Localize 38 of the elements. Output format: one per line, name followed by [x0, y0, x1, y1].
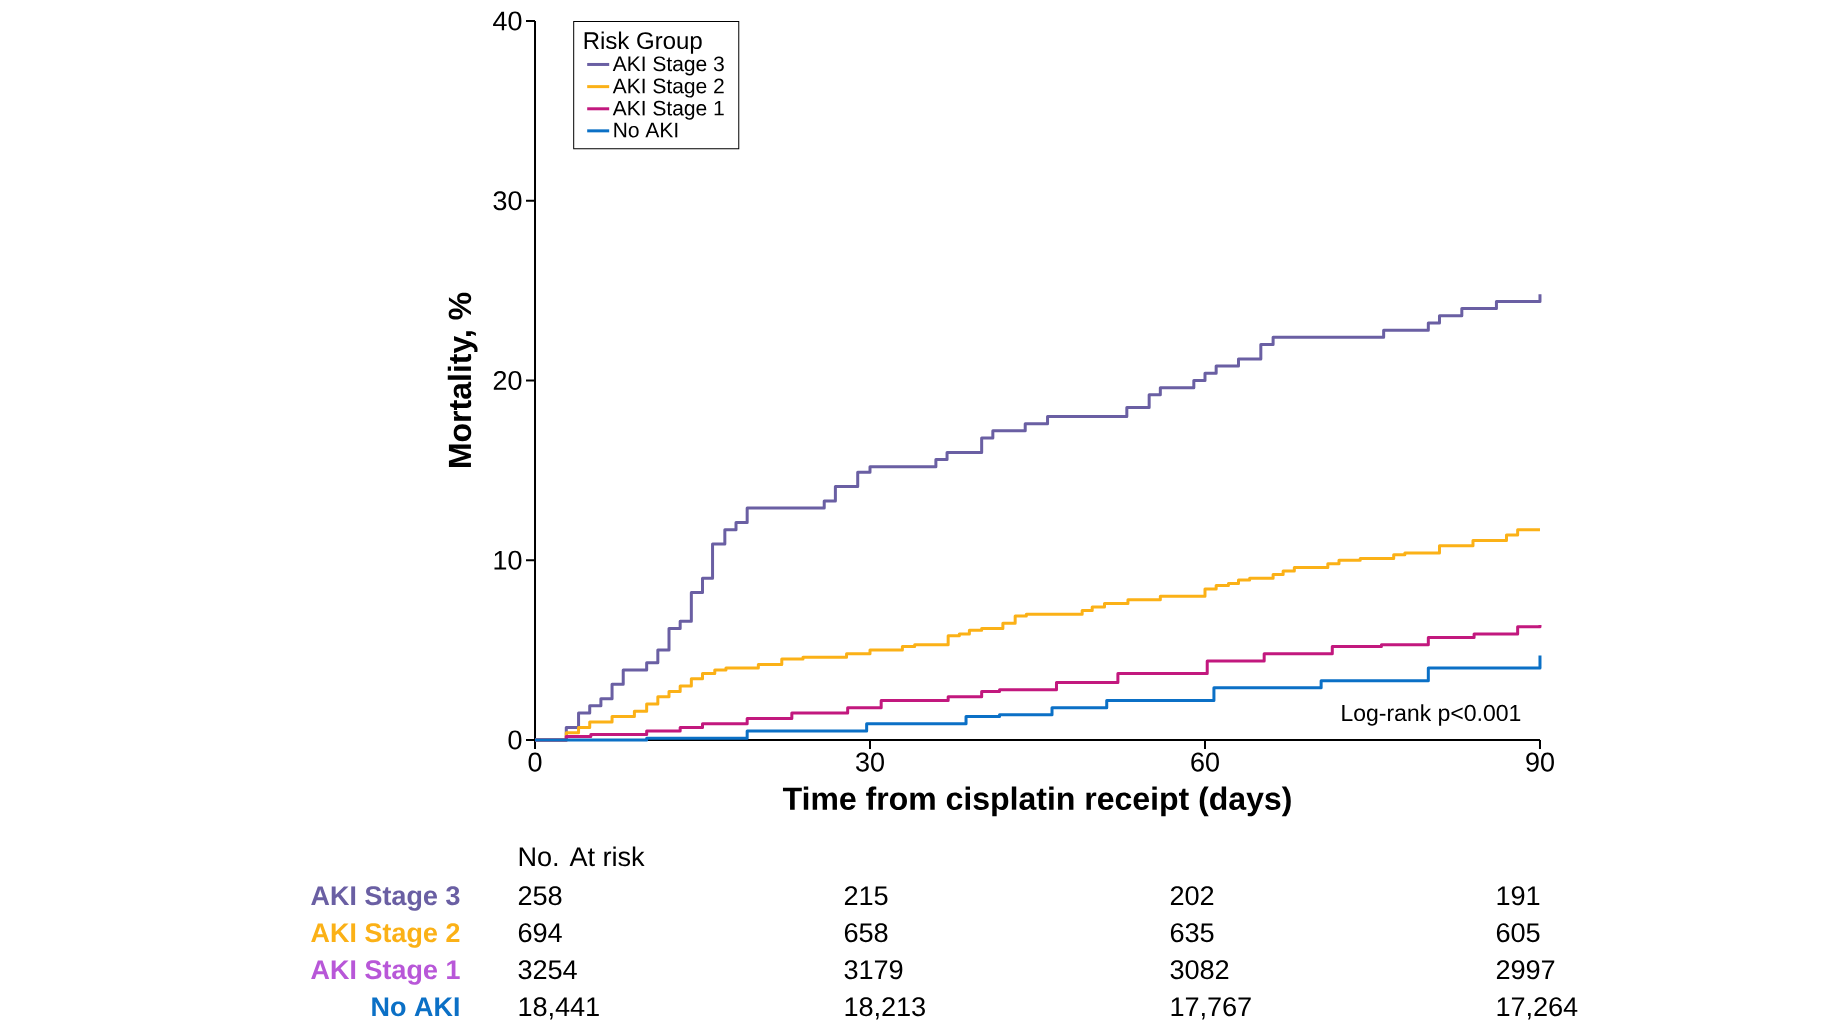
- text: 2997: [1496, 960, 1555, 980]
- text: AKI Stage 2: [311, 923, 460, 948]
- text: No. At risk: [519, 846, 645, 867]
- legend-label: AKI Stage 3: [612, 56, 724, 76]
- legend-label: AKI Stage 1: [612, 100, 724, 120]
- y-axis-title: Mortality, %: [447, 292, 478, 467]
- annotation: Log-rank p<0.001: [1342, 704, 1521, 726]
- text: 258: [518, 886, 562, 906]
- text: 605: [1496, 923, 1540, 943]
- text: 215: [844, 886, 888, 906]
- y-tick-label: 30: [493, 191, 522, 211]
- y-tick-label: 10: [494, 550, 522, 570]
- text: 3082: [1170, 960, 1229, 980]
- text: 17,264: [1497, 997, 1578, 1020]
- legend-title: Risk Group: [584, 31, 702, 54]
- text: 694: [518, 923, 562, 943]
- x-tick-label: 90: [1526, 752, 1554, 772]
- text: 3179: [844, 960, 903, 980]
- x-axis-title: Time from cisplatin receipt (days): [782, 786, 1291, 817]
- text: 3254: [518, 960, 577, 980]
- text: 17,767: [1171, 997, 1251, 1020]
- legend-label: No AKI: [614, 122, 678, 138]
- x-tick-label: 0: [528, 752, 542, 772]
- x-tick-label: 30: [856, 752, 884, 772]
- text: 202: [1170, 886, 1214, 906]
- text: 658: [844, 923, 888, 943]
- y-tick-label: 40: [493, 11, 522, 31]
- text: 635: [1170, 923, 1214, 943]
- text: AKI Stage 3: [311, 886, 460, 911]
- text: 18,441: [519, 997, 599, 1020]
- text: No AKI: [372, 997, 459, 1017]
- legend-label: AKI Stage 2: [612, 78, 724, 98]
- text: 191: [1497, 886, 1540, 906]
- text: 18,213: [845, 997, 925, 1020]
- x-tick-label: 60: [1191, 752, 1219, 772]
- y-tick-label: 0: [508, 730, 522, 750]
- text: AKI Stage 1: [311, 960, 460, 985]
- y-tick-label: 20: [493, 370, 522, 391]
